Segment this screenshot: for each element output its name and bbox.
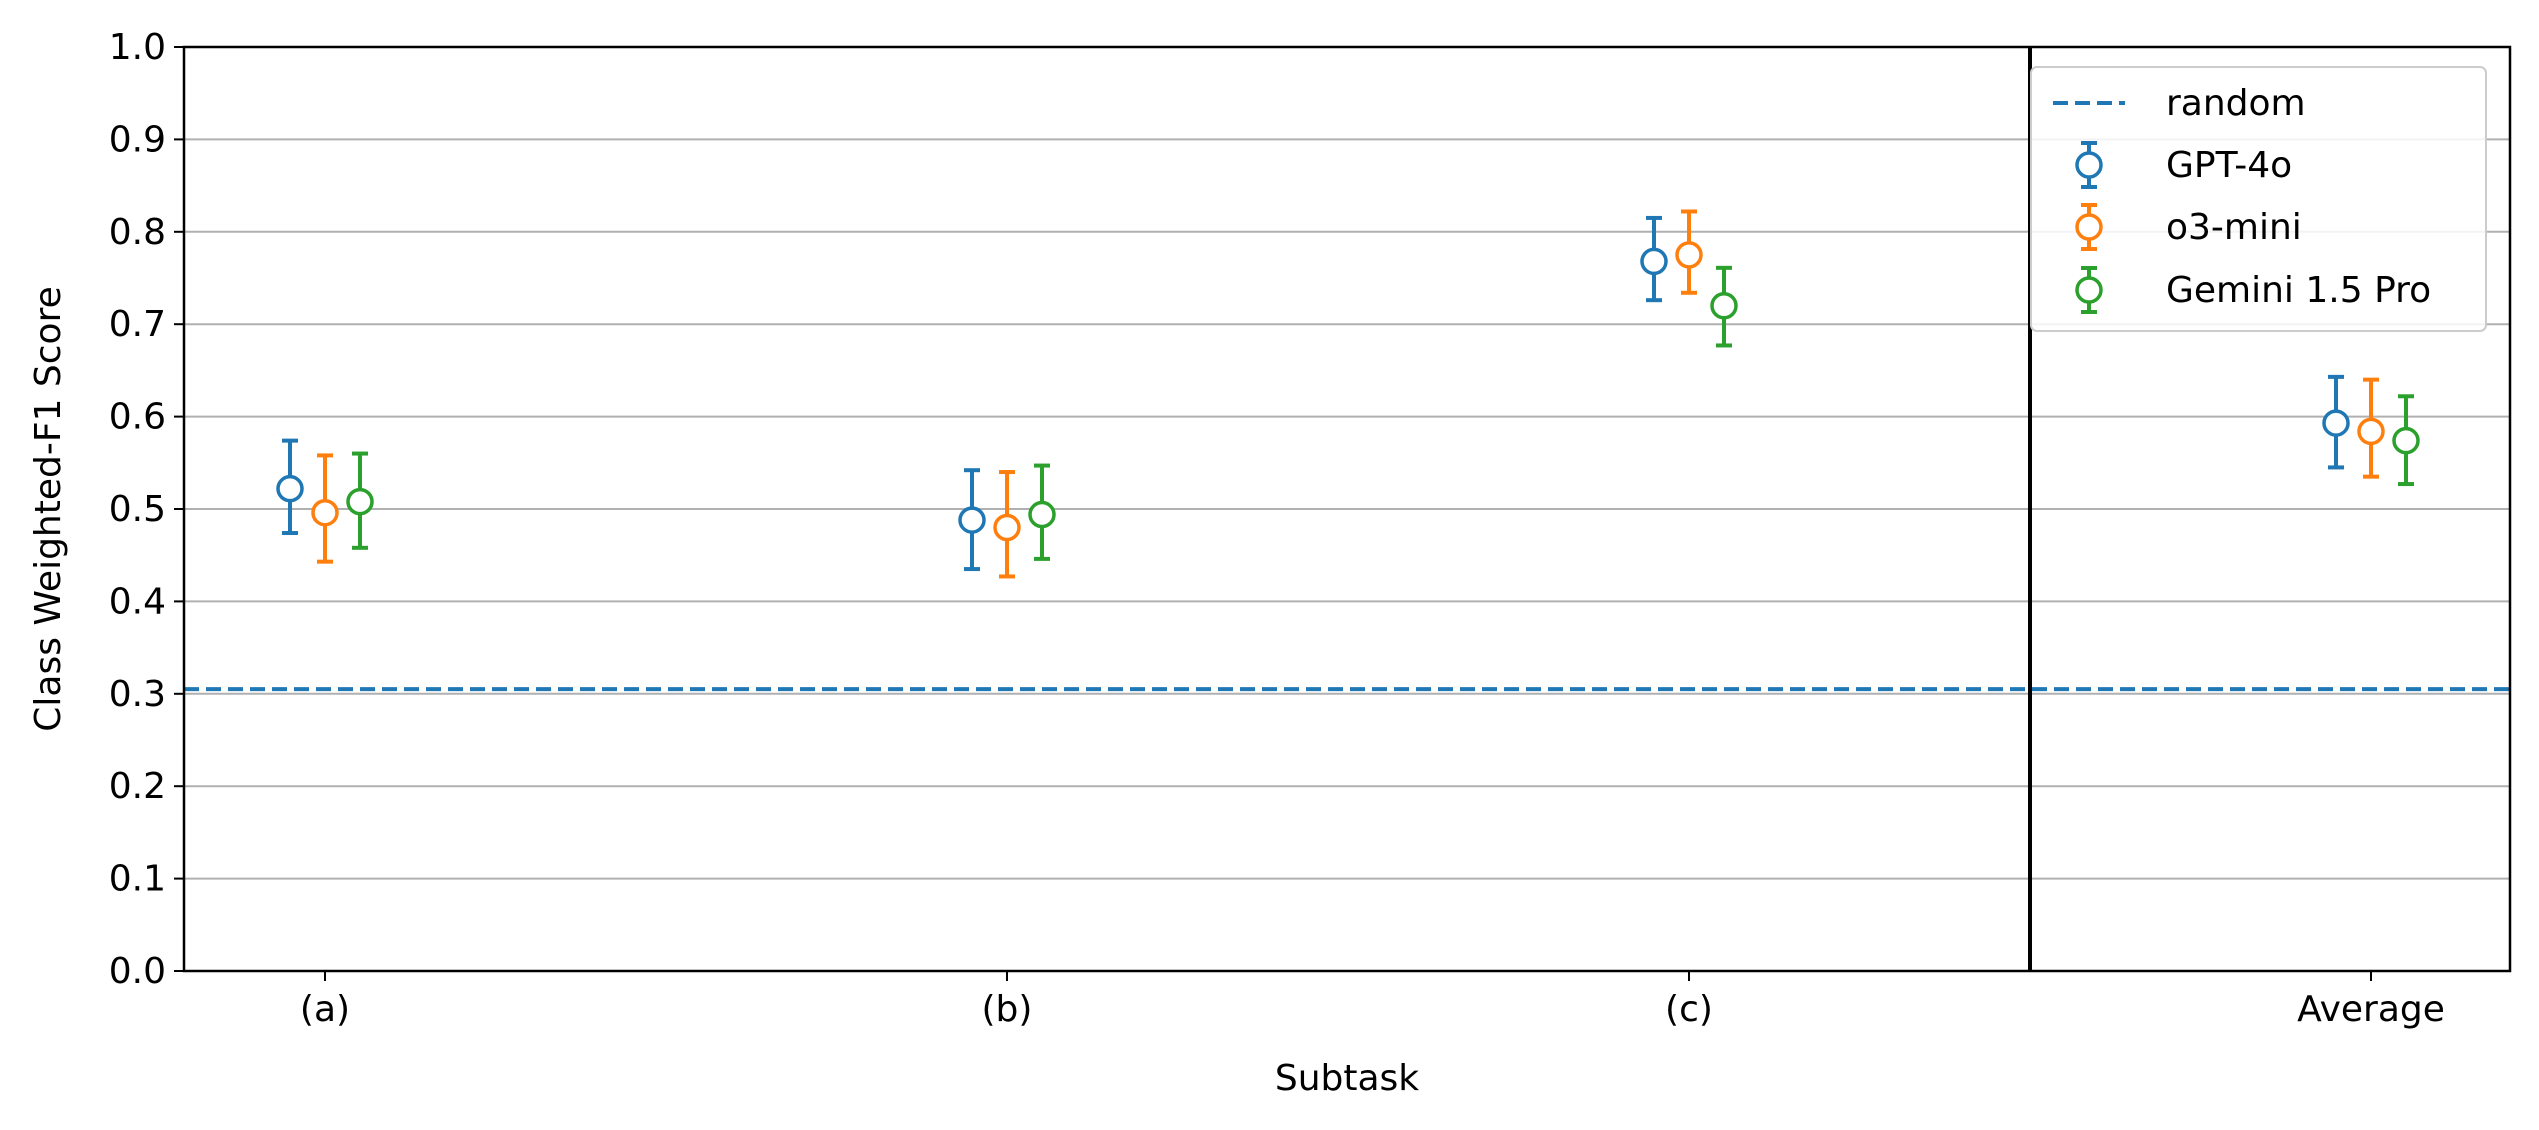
marker [1710, 291, 1738, 320]
data-point [1640, 215, 1668, 303]
legend-item: Gemini 1.5 Pro [2075, 266, 2431, 314]
legend: random GPT-4o o3-mini Gemini 1.5 Pro [2030, 66, 2487, 332]
x-tick-label: (a) [300, 989, 350, 1030]
marker [993, 513, 1021, 542]
legend-item: o3-mini [2075, 203, 2302, 251]
data-point [2392, 394, 2420, 487]
legend-label: GPT-4o [2166, 145, 2292, 186]
legend-handle-marker [2075, 213, 2103, 241]
y-tick-label: 0.4 [109, 581, 166, 622]
y-tick-label: 0.2 [109, 766, 166, 807]
data-point [958, 468, 986, 572]
legend-label: o3-mini [2166, 207, 2302, 248]
marker [2357, 417, 2385, 446]
data-point [1710, 265, 1738, 348]
y-tick-label: 0.5 [109, 489, 166, 530]
marker [2322, 409, 2350, 437]
data-point [276, 438, 304, 536]
x-axis-title: Subtask [1275, 1058, 1419, 1099]
y-tick-label: 0.8 [109, 212, 166, 253]
marker [958, 506, 986, 534]
legend-item: GPT-4o [2075, 141, 2292, 189]
y-axis: 0.0 0.1 0.2 0.3 0.4 0.5 0.6 0.7 0.8 0.9 1.0 [109, 27, 184, 992]
marker [276, 474, 304, 503]
data-point [1028, 463, 1056, 561]
marker [1675, 241, 1703, 269]
y-tick-label: 0.3 [109, 674, 166, 715]
x-axis: (a) (b) (c) Average [300, 971, 2445, 1030]
marker [311, 498, 339, 527]
data-point [346, 451, 374, 550]
y-tick-label: 0.6 [109, 397, 166, 438]
marker [1028, 500, 1056, 529]
y-tick-label: 1.0 [109, 27, 166, 68]
y-axis-title: Class Weighted-F1 Score [28, 286, 69, 731]
data-point [311, 453, 339, 564]
legend-handle-marker [2075, 276, 2103, 304]
y-tick-label: 0.9 [109, 119, 166, 160]
legend-label: Gemini 1.5 Pro [2166, 270, 2431, 311]
marker [1640, 247, 1668, 276]
y-tick-label: 0.7 [109, 304, 166, 345]
legend-handle-marker [2075, 151, 2103, 179]
data-point [993, 470, 1021, 579]
x-tick-label: (b) [982, 989, 1033, 1030]
legend-label: random [2166, 83, 2306, 124]
data-marks [276, 209, 2420, 579]
data-point [2322, 374, 2350, 470]
legend-box [2030, 66, 2487, 332]
marker [346, 487, 374, 516]
data-point [1675, 209, 1703, 295]
y-tick-label: 0.1 [109, 859, 166, 900]
marker [2392, 426, 2420, 455]
legend-item-random: random [2053, 83, 2306, 124]
y-tick-label: 0.0 [109, 951, 166, 992]
x-tick-label: Average [2297, 989, 2445, 1030]
x-tick-label: (c) [1665, 989, 1713, 1030]
data-point [2357, 377, 2385, 479]
